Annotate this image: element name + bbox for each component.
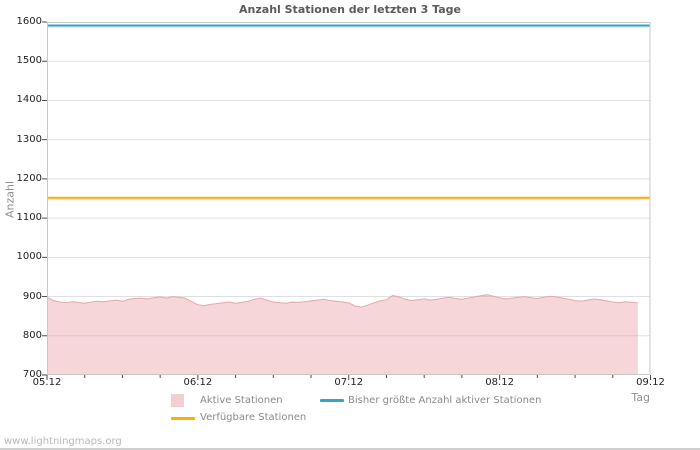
x-tick-label: 09.12 bbox=[636, 377, 665, 388]
y-tick-label: 700 bbox=[22, 369, 42, 380]
y-tick-label: 1100 bbox=[16, 212, 42, 224]
y-tick-label: 1500 bbox=[16, 55, 42, 67]
y-tick-label: 900 bbox=[22, 290, 42, 302]
y-axis-label: Anzahl bbox=[3, 180, 17, 219]
x-axis-label: Tag bbox=[631, 391, 650, 404]
y-tick-label: 800 bbox=[22, 329, 42, 341]
legend-swatch-aktive-stationen bbox=[171, 394, 184, 407]
plot-area bbox=[42, 21, 651, 380]
y-tick-label: 1200 bbox=[16, 172, 42, 184]
legend-swatch-max-aktive-stationen bbox=[320, 399, 344, 402]
y-tick-label: 1400 bbox=[16, 94, 42, 106]
x-tick-label: 08.12 bbox=[485, 377, 514, 388]
plot-canvas bbox=[42, 21, 651, 380]
y-tick-label: 1600 bbox=[16, 16, 42, 27]
legend-label-aktive-stationen: Aktive Stationen bbox=[200, 395, 283, 406]
bottom-divider bbox=[0, 448, 700, 450]
watermark-text: www.lightningmaps.org bbox=[4, 436, 122, 447]
y-tick-label: 1000 bbox=[16, 251, 42, 263]
x-tick-label: 06.12 bbox=[183, 377, 213, 388]
x-tick-label: 05.12 bbox=[32, 377, 62, 388]
legend-label-max-aktive-stationen: Bisher größte Anzahl aktiver Stationen bbox=[348, 395, 542, 406]
legend-label-verfuegbare-stationen: Verfügbare Stationen bbox=[200, 412, 307, 423]
y-tick-label: 1300 bbox=[16, 133, 42, 145]
x-tick-label: 07.12 bbox=[334, 377, 364, 388]
legend-swatch-verfuegbare-stationen bbox=[171, 417, 195, 420]
chart-title: Anzahl Stationen der letzten 3 Tage bbox=[239, 3, 461, 16]
